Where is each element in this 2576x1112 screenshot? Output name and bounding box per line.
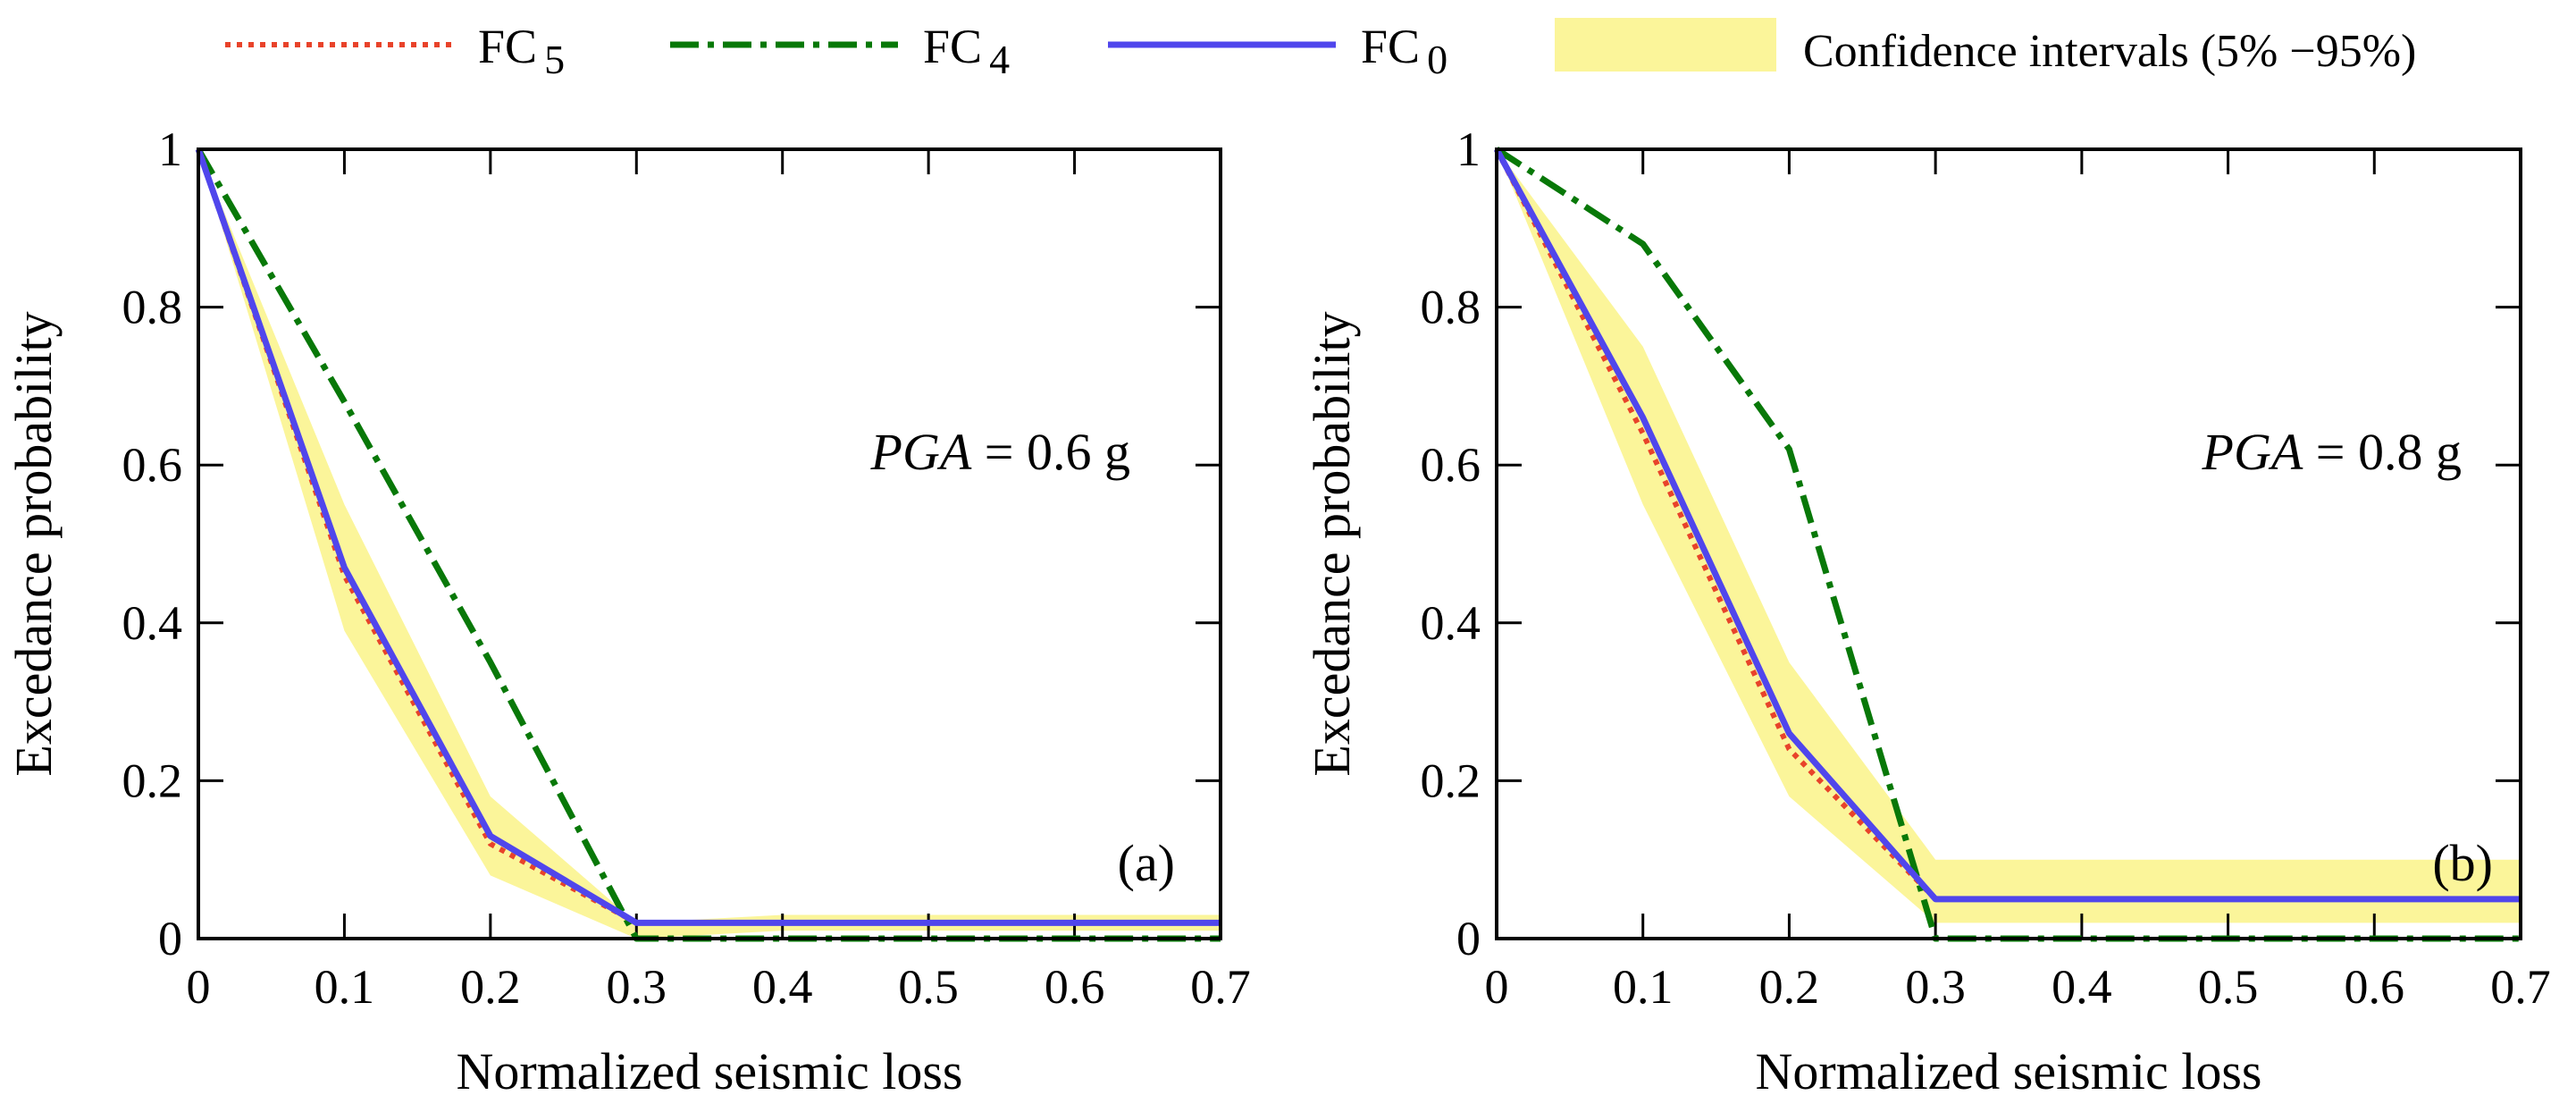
panel-b-xtick-label: 0.4 [2052,960,2112,1014]
panel-b-ytick-label: 0.6 [1421,438,1481,492]
panel-b-ytick-label: 0 [1456,912,1481,965]
panel-a-xtick-label: 0.3 [607,960,667,1014]
panel-a-ytick-label: 1 [158,122,182,176]
panel-b-series-fc5 [1494,147,2521,902]
panel-a-xlabel: Normalized seismic loss [456,1042,962,1100]
panel-a-ytick-label: 0.6 [122,438,183,492]
legend-label-confidence: Confidence intervals (5% −95%) [1803,26,2416,77]
panel-b-xtick-label: 0 [1485,960,1509,1014]
panel-b-confidence-band [1497,149,2521,923]
panel-a-xtick-label: 0.7 [1190,960,1251,1014]
panel-a-xtick-label: 0.4 [752,960,813,1014]
panel-a-ytick-label: 0.2 [122,754,183,807]
panel-a-ytick-label: 0.4 [122,596,183,650]
panel-b-ylabel: Excedance probability [1303,311,1361,776]
panel-b-annotation-variable: PGA [2202,423,2303,481]
panel-a-confidence-band [198,149,1221,939]
panel-a: 0 0.1 0.2 0.3 0.4 0.5 0.6 0.7 0 0.2 0.4 0.6 0.8 1 Norm… [4,122,1251,1100]
panel-b-series-fc4 [1495,147,2521,942]
panel-a-ytick-label: 0.8 [122,281,183,334]
panel-b-xtick-label: 0.5 [2198,960,2259,1014]
legend-label-fc0: FC 0 [1361,20,1447,82]
legend-subscript-fc0: 0 [1427,37,1447,82]
panel-a-annotation-variable: PGA [870,423,972,481]
panel-b-xlabel: Normalized seismic loss [1755,1042,2261,1100]
panel-a-xtick-label: 0.6 [1045,960,1105,1014]
panel-b: 0 0.1 0.2 0.3 0.4 0.5 0.6 0.7 0 0.2 0.4 0.6 0.8 1 Norm… [1303,122,2551,1100]
panel-b-ytick-label: 0.8 [1421,281,1481,334]
panel-b-xtick-label: 0.2 [1759,960,1820,1014]
panel-b-series-fc0 [1493,147,2521,903]
panel-a-xtick-label: 0.5 [898,960,959,1014]
legend-label-fc5: FC 5 [478,20,565,82]
panel-a-annotation: PGA = 0.6 g [870,423,1130,481]
panel-a-frame [197,147,1222,940]
panel-a-label: (a) [1118,834,1175,892]
panel-a-series-fc0 [195,147,1221,926]
panel-a-xtick-label: 0.2 [460,960,521,1014]
panel-a-series-fc5 [196,148,1221,926]
panel-a-xtick-label: 0.1 [315,960,375,1014]
panel-a-xtick-label: 0 [187,960,211,1014]
panel-b-xtick-label: 0.7 [2490,960,2551,1014]
panel-b-ytick-label: 0.4 [1421,596,1481,650]
legend-subscript-fc4: 4 [989,37,1010,82]
panel-a-ytick-label: 0 [158,912,182,965]
panel-b-xtick-label: 0.3 [1905,960,1966,1014]
legend-subscript-fc5: 5 [544,37,565,82]
panel-b-ytick-label: 0.2 [1421,754,1481,807]
panel-b-annotation: PGA = 0.8 g [2202,423,2462,481]
legend-label-fc4: FC 4 [923,20,1010,82]
panel-b-xtick-label: 0.1 [1613,960,1674,1014]
panel-a-ylabel: Excedance probability [4,311,63,776]
panel-b-ytick-label: 1 [1456,122,1481,176]
panel-a-annotation-value: = 0.6 g [971,423,1130,481]
legend: FC 5 FC 4 FC 0 Confidence intervals (5% −95%) [225,18,2416,82]
panel-b-frame [1495,147,2522,940]
panel-b-label: (b) [2432,834,2493,892]
legend-band-swatch [1555,18,1776,72]
panel-b-annotation-value: = 0.8 g [2303,423,2462,481]
panel-b-xtick-label: 0.6 [2345,960,2405,1014]
